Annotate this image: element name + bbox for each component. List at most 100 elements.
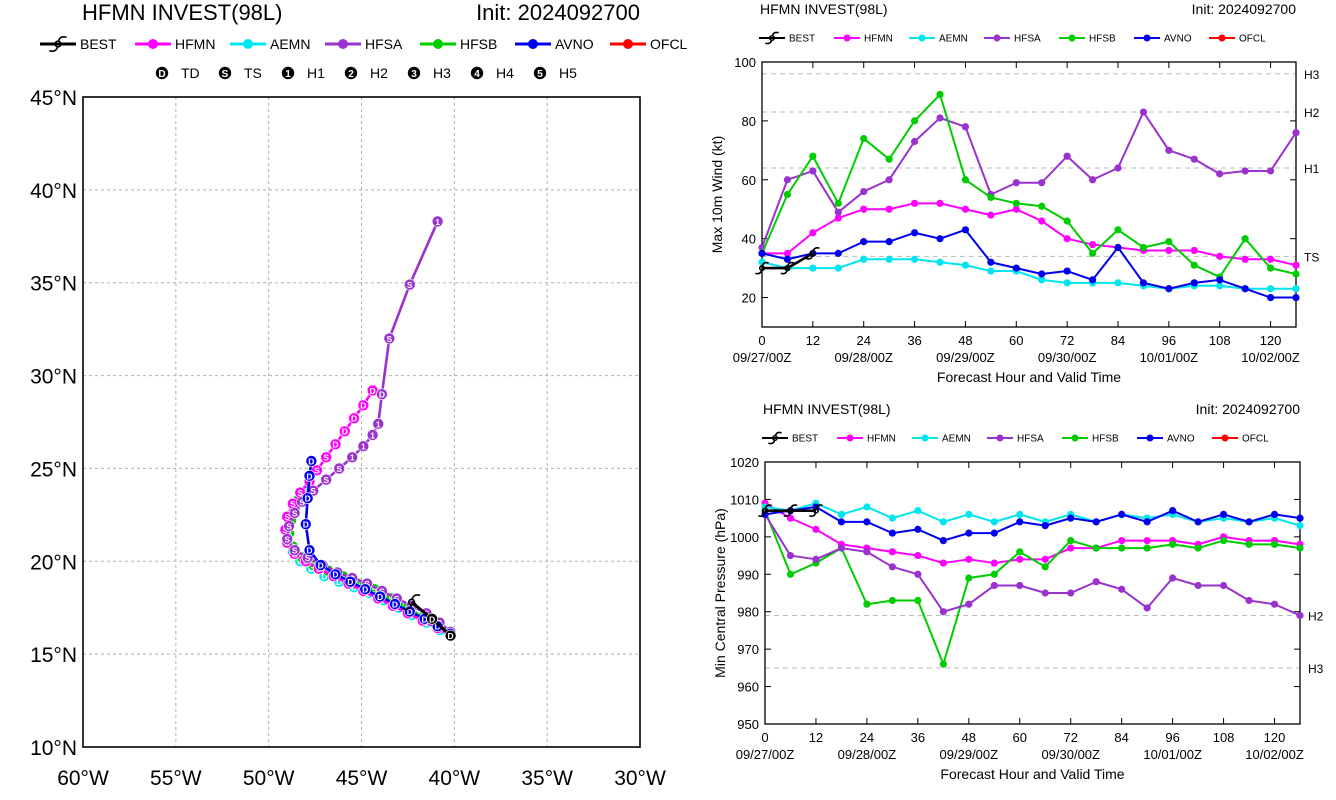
data-point <box>965 600 973 608</box>
track-map-init: Init: 2024092700 <box>476 0 640 25</box>
data-point <box>1139 108 1148 116</box>
legend-marker <box>846 434 854 442</box>
track-point: 1 <box>431 215 444 228</box>
data-point <box>1092 518 1100 526</box>
x-tick-label: 12 <box>809 730 823 745</box>
data-point <box>809 229 817 237</box>
date-label: 09/28/00Z <box>838 747 897 762</box>
series-line <box>764 502 1301 527</box>
data-point <box>1118 585 1126 593</box>
intensity-symbol-char: S <box>284 512 290 522</box>
y-tick-label: 35°N <box>30 273 77 296</box>
legend-item-hfsb: HFSB <box>1062 434 1119 445</box>
y-tick-label: 10°N <box>30 737 77 760</box>
data-point <box>987 267 995 275</box>
intensity-symbol-char: D <box>379 390 385 400</box>
track-point: D <box>329 568 342 581</box>
y-tick-label: 40 <box>742 232 756 247</box>
data-point <box>1292 261 1300 269</box>
legend-label: AVNO <box>555 36 594 52</box>
y-tick-label: 100 <box>734 55 756 70</box>
data-point-hurricane-icon <box>780 261 795 275</box>
x-tick-label: 72 <box>1060 333 1074 348</box>
y-tick-label: 960 <box>737 680 759 695</box>
data-point <box>1139 279 1148 287</box>
track-point: 1 <box>372 418 385 430</box>
data-point <box>1266 167 1275 175</box>
intensity-legend-label: TD <box>181 65 200 81</box>
intensity-symbol-char: S <box>372 585 378 595</box>
intensity-symbol-disk <box>374 590 386 603</box>
y-tick-label: 20 <box>742 291 756 306</box>
intensity-symbol-char: S <box>407 280 413 290</box>
data-point <box>1296 611 1304 620</box>
intensity-symbol-disk <box>533 66 547 80</box>
intensity-symbol-disk <box>338 425 351 438</box>
data-point <box>1169 574 1177 582</box>
x-tick-label: 84 <box>1114 730 1128 745</box>
series-line <box>761 111 1297 248</box>
data-point <box>990 529 998 537</box>
data-point <box>1092 544 1100 552</box>
plot-border <box>761 61 1297 328</box>
data-point <box>1143 604 1151 612</box>
x-tick-label: 48 <box>962 730 976 745</box>
intensity-symbol-char: D <box>448 631 454 641</box>
data-point-hurricane-icon <box>783 504 798 518</box>
intensity-symbol-char: 4 <box>474 69 480 80</box>
y-tick-label: 980 <box>737 605 759 620</box>
plot-area: TS H1 H2 H3 20 40 60 80 100 0 12 24 36 48 60 72 84 96 108 1… <box>733 55 1320 365</box>
intensity-legend-label: H5 <box>559 65 577 81</box>
y-tick-label: 60 <box>742 173 756 188</box>
data-point <box>1012 179 1020 187</box>
legend-marker <box>1143 34 1151 42</box>
track-map-plot-area: 60°W 55°W 50°W 45°W 40°W 35°W 30°W 10°N 15°N 20°N… <box>30 87 666 790</box>
data-point <box>1041 589 1049 597</box>
data-point <box>783 255 792 263</box>
data-point <box>1266 264 1275 272</box>
data-point <box>1063 279 1071 287</box>
data-point <box>812 525 820 533</box>
date-label: 09/29/00Z <box>940 747 999 762</box>
hurricane-arm-top <box>815 504 823 509</box>
data-point <box>1067 589 1075 597</box>
data-point-hurricane-icon <box>809 504 823 518</box>
legend-marker <box>243 39 253 49</box>
hurricane-arm-top <box>790 504 798 509</box>
data-point <box>837 510 846 518</box>
series-line <box>764 505 1301 542</box>
track-best-hurricane-icon <box>402 594 421 611</box>
data-point <box>1012 205 1020 213</box>
category-label: TS <box>1304 250 1319 264</box>
data-point <box>834 214 842 222</box>
legend-label: HFSA <box>1014 34 1041 45</box>
intensity-symbol-disk <box>376 388 388 400</box>
x-tick-label: 36 <box>911 730 925 745</box>
plot-background <box>765 462 1300 724</box>
data-point <box>1016 518 1024 526</box>
data-point <box>1296 522 1304 530</box>
date-label: 09/29/00Z <box>936 350 995 365</box>
tracks: DDDDDDDDDDDDDDDDDDDSSSSSSSSSSSSSSSSSSDSS… <box>279 215 457 642</box>
legend-item-aemn: AEMN <box>230 36 310 52</box>
legend-marker <box>1068 34 1076 42</box>
legend-marker <box>433 39 443 49</box>
data-point <box>1270 510 1279 518</box>
intensity-symbol-disk <box>383 332 396 345</box>
intensity-symbol-disk <box>333 462 346 475</box>
intensity-symbol-char: D <box>321 572 327 582</box>
y-tick-label: 25°N <box>30 458 77 481</box>
data-point <box>1038 179 1046 187</box>
track-map-title: HFMN INVEST(98L) <box>82 0 282 25</box>
hurricane-arm-bottom <box>780 269 788 275</box>
data-point <box>936 235 944 243</box>
hurricane-arm-bottom <box>768 439 776 445</box>
intensity-symbol-char: S <box>340 572 346 582</box>
data-point <box>834 264 842 272</box>
x-tick-label: 60°W <box>57 767 109 790</box>
data-point <box>1292 129 1300 137</box>
data-point <box>914 551 922 560</box>
data-point <box>1143 537 1151 545</box>
legend-marker <box>1218 34 1226 42</box>
